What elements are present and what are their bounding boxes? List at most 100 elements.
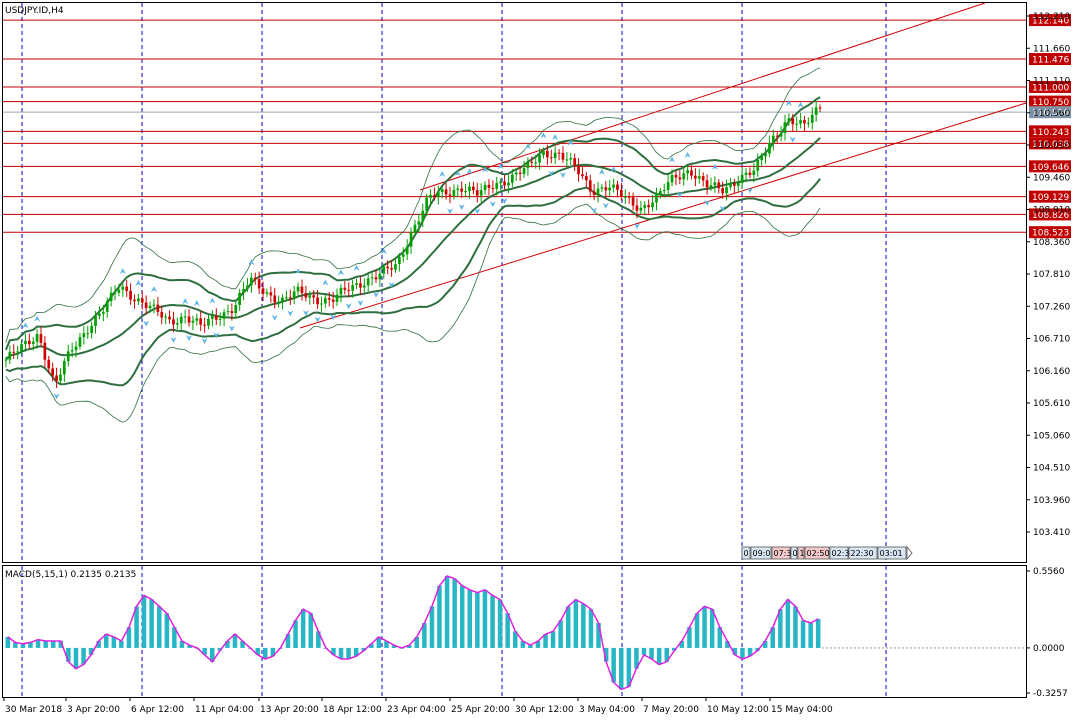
price-tick-label-6: 108.910 bbox=[1033, 206, 1070, 216]
price-axis: 112.210 111.660 111.110 110.560 110.010 109.4… bbox=[1026, 12, 1070, 538]
candle-body-132 bbox=[518, 172, 522, 174]
macd-bar-1 bbox=[13, 642, 18, 648]
fractal-down-13 bbox=[53, 393, 60, 400]
price-tick-label-14: 104.510 bbox=[1033, 464, 1070, 474]
time-tick-label-8: 30 Apr 12:00 bbox=[515, 705, 574, 715]
macd-bar-8 bbox=[66, 647, 71, 662]
macd-bar-10 bbox=[81, 647, 86, 665]
candle-body-162 bbox=[635, 205, 639, 211]
macd-bar-103 bbox=[785, 599, 791, 648]
candle-body-63 bbox=[250, 277, 253, 286]
fractal-up-175 bbox=[684, 151, 691, 158]
candle-body-0 bbox=[4, 359, 8, 361]
price-tick-label-12: 105.610 bbox=[1033, 399, 1070, 409]
candle-body-177 bbox=[694, 175, 697, 179]
candle-body-41 bbox=[164, 316, 167, 318]
candle-body-4 bbox=[20, 344, 23, 352]
candle-body-206 bbox=[807, 122, 810, 124]
main-panel-frame bbox=[2, 2, 1027, 563]
candle-body-187 bbox=[733, 183, 736, 186]
candle-body-109 bbox=[429, 195, 432, 198]
candle-body-133 bbox=[522, 168, 526, 174]
macd-bar-35 bbox=[270, 647, 276, 657]
price-tick-label-7: 108.360 bbox=[1033, 238, 1070, 248]
candle-body-7 bbox=[31, 341, 35, 344]
candle-body-186 bbox=[729, 183, 732, 188]
price-tick-label-16: 103.410 bbox=[1033, 528, 1070, 538]
candle-body-50 bbox=[199, 318, 202, 325]
macd-bar-73 bbox=[558, 620, 563, 648]
fractal-down-114 bbox=[447, 208, 454, 215]
candle-body-126 bbox=[495, 183, 499, 189]
candle-body-28 bbox=[113, 292, 117, 294]
candle-body-180 bbox=[705, 180, 709, 188]
fractal-down-154 bbox=[602, 202, 609, 209]
candle-body-124 bbox=[487, 184, 491, 188]
candle-body-25 bbox=[102, 311, 105, 314]
macd-bar-20 bbox=[157, 606, 162, 648]
candle-body-165 bbox=[647, 205, 650, 208]
fractal-down-69 bbox=[271, 314, 278, 321]
candle-body-188 bbox=[736, 183, 740, 186]
candle-body-45 bbox=[179, 316, 183, 324]
macd-bar-72 bbox=[550, 631, 556, 648]
macd-bar-13 bbox=[104, 634, 109, 648]
macd-bar-101 bbox=[770, 627, 775, 648]
candle-body-37 bbox=[148, 305, 152, 309]
macd-bar-14 bbox=[111, 636, 117, 648]
price-tick-label-1: 111.660 bbox=[1033, 44, 1070, 54]
candle-body-43 bbox=[172, 319, 175, 325]
candle-body-26 bbox=[105, 301, 109, 312]
macd-bar-87 bbox=[664, 647, 669, 662]
candle-body-36 bbox=[144, 302, 148, 308]
fractal-up-182 bbox=[711, 163, 718, 170]
candle-body-118 bbox=[464, 191, 467, 193]
candle-body-185 bbox=[725, 187, 728, 194]
candle-body-209 bbox=[818, 107, 822, 109]
fractal-down-36 bbox=[143, 320, 150, 327]
macd-bar-22 bbox=[172, 627, 177, 648]
timeframe-box-6 bbox=[829, 546, 849, 560]
fractal-up-127 bbox=[497, 163, 504, 170]
candle-body-106 bbox=[417, 221, 421, 225]
macd-bar-12 bbox=[96, 641, 101, 648]
candle-body-122 bbox=[479, 190, 483, 196]
macd-bar-90 bbox=[687, 627, 692, 648]
candle-body-125 bbox=[491, 188, 495, 189]
candle-body-88 bbox=[347, 289, 351, 291]
band-middle bbox=[5, 137, 821, 361]
candle-body-110 bbox=[433, 195, 436, 198]
time-tick-label-6: 23 Apr 04:00 bbox=[387, 705, 446, 715]
macd-bar-41 bbox=[316, 631, 321, 648]
candle-body-134 bbox=[526, 161, 530, 169]
candle-body-67 bbox=[265, 292, 269, 294]
outer-band-lower bbox=[5, 203, 821, 423]
candle-body-6 bbox=[28, 340, 31, 345]
timeframe-label-4: 1 bbox=[800, 549, 805, 558]
candle-body-171 bbox=[670, 174, 674, 183]
candle-body-135 bbox=[530, 161, 534, 163]
macd-bar-63 bbox=[482, 589, 488, 648]
fractal-up-204 bbox=[797, 101, 804, 108]
macd-bar-18 bbox=[141, 595, 147, 648]
level-label-box-5 bbox=[1029, 137, 1071, 150]
price-tick-label-8: 107.810 bbox=[1033, 270, 1070, 280]
fractal-down-99 bbox=[388, 282, 395, 289]
candle-body-13 bbox=[55, 375, 58, 381]
candle-body-164 bbox=[643, 205, 647, 208]
candle-body-116 bbox=[456, 188, 460, 190]
time-tick-label-11: 10 May 12:00 bbox=[707, 705, 769, 715]
outer-band-upper bbox=[5, 67, 821, 343]
candle-body-147 bbox=[577, 165, 580, 175]
macd-bar-93 bbox=[709, 609, 715, 648]
fractal-down-58 bbox=[228, 325, 235, 332]
macd-bar-94 bbox=[717, 627, 722, 648]
fractal-down-121 bbox=[474, 208, 481, 215]
macd-tick-label-0: 0.5560 bbox=[1033, 567, 1065, 577]
candle-body-11 bbox=[47, 359, 51, 369]
macd-bar-61 bbox=[467, 589, 472, 648]
macd-bar-91 bbox=[694, 613, 700, 648]
macd-bar-55 bbox=[422, 623, 427, 648]
candle-body-176 bbox=[690, 170, 693, 176]
candle-body-83 bbox=[327, 298, 331, 300]
